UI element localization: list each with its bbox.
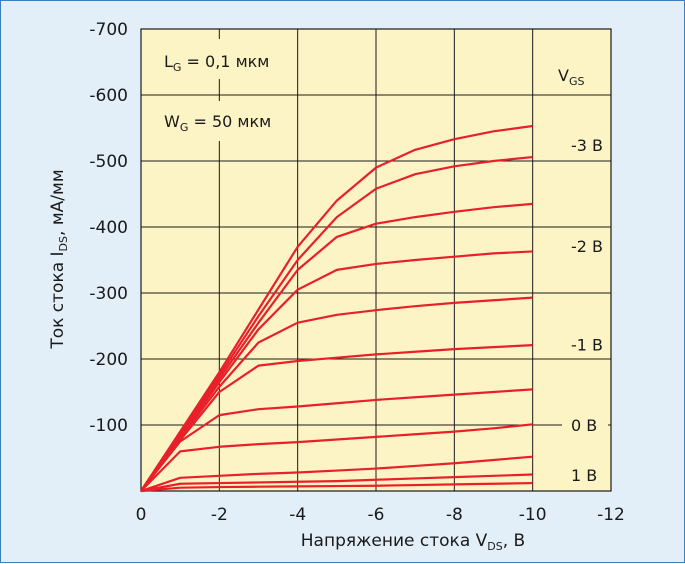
y-tick-label: -700 [89, 20, 128, 40]
curve-label-bg [562, 414, 608, 436]
annotation-text: LG = 0,1 мкм [164, 52, 269, 74]
legend-title: VGS [558, 66, 584, 88]
x-tick-label: -10 [519, 505, 547, 525]
legend-title-bg [559, 56, 609, 90]
curve-label-bg [562, 235, 608, 258]
y-tick-label: -600 [89, 86, 128, 106]
curve-label: -3 В [571, 136, 603, 155]
series-line-6 [140, 344, 533, 492]
y-tick-label: -300 [89, 284, 128, 304]
curve-label: -1 В [571, 335, 603, 354]
annotation-bg [156, 101, 286, 141]
series-line-3 [140, 202, 533, 492]
y-tick-label: -100 [89, 416, 128, 436]
x-tick-label: -12 [597, 505, 625, 525]
series-line-5 [140, 296, 533, 492]
annotation-text: WG = 50 мкм [164, 112, 271, 134]
series-line-8 [140, 423, 533, 492]
annotation-bg [156, 39, 291, 79]
y-tick-label: -400 [89, 218, 128, 238]
curve-label: 1 В [571, 466, 597, 485]
curve-label: -2 В [571, 237, 603, 256]
curve-label-bg [562, 333, 608, 356]
x-tick-label: -4 [289, 505, 306, 525]
x-tick-label: -2 [211, 505, 228, 525]
series-line-4 [140, 250, 533, 492]
plot-frame [140, 28, 612, 492]
series-line-11 [140, 481, 533, 493]
series-line-10 [140, 473, 533, 493]
series-line-1 [140, 124, 533, 492]
curve-label-bg [562, 134, 608, 157]
curve-label: 0 В [571, 416, 597, 435]
x-tick-label: -6 [368, 505, 385, 525]
series-line-2 [140, 155, 533, 492]
y-tick-label: -200 [89, 350, 128, 370]
y-tick-label: -500 [89, 152, 128, 172]
series-line-9 [140, 455, 533, 493]
series-group [140, 124, 533, 493]
x-tick-label: 0 [136, 505, 147, 525]
x-tick-label: -8 [446, 505, 463, 525]
y-axis-label: Ток стока IDS, мА/мм [48, 169, 70, 349]
curve-label-bg [562, 464, 608, 487]
x-axis-label: Напряжение стока VDS, В [301, 531, 525, 553]
series-line-7 [140, 388, 533, 492]
